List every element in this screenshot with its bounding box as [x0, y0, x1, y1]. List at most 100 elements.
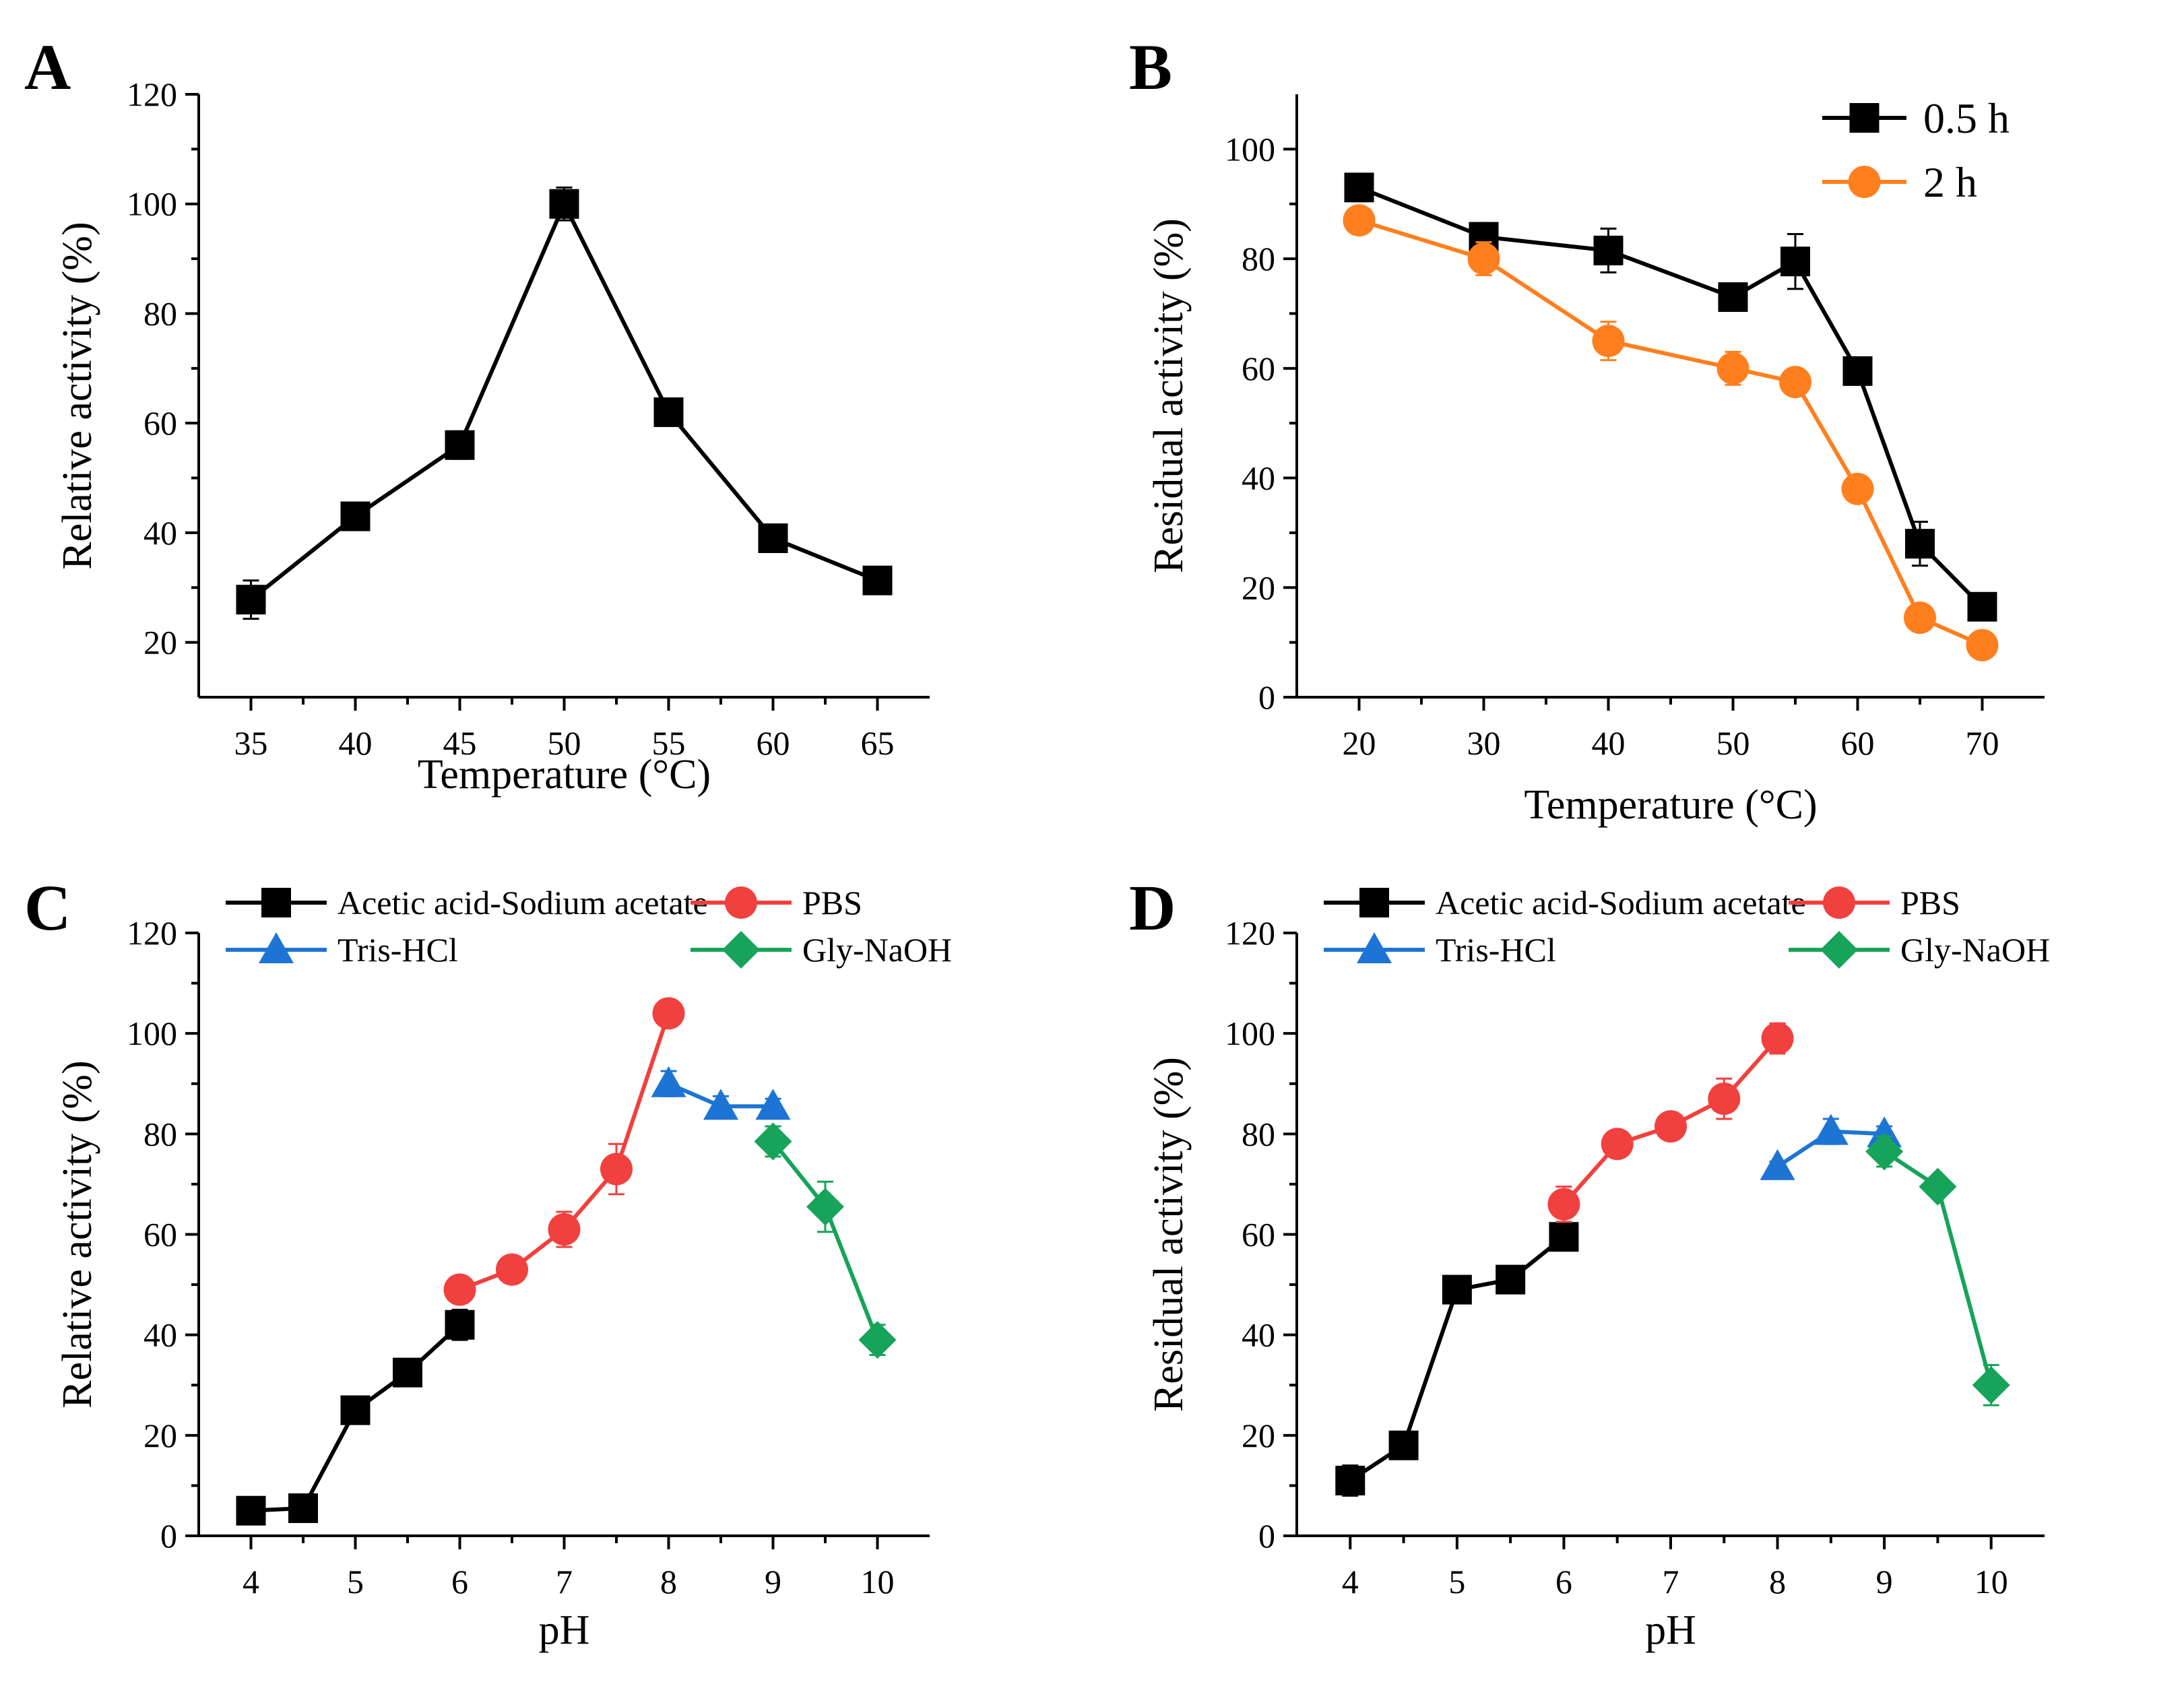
series-pbs-point [1708, 1082, 1741, 1115]
series-acetic-acid-sodium-acetate-point [1388, 1430, 1419, 1460]
series-pbs-point [1761, 1022, 1794, 1055]
series-gly-naoh-point [858, 1321, 897, 1359]
legend-marker [1357, 932, 1392, 963]
y-tick-label: 40 [1242, 1316, 1275, 1354]
series-acetic-acid-sodium-acetate-point [393, 1357, 422, 1388]
x-tick-label: 6 [1555, 1563, 1572, 1600]
series-2-h-point [1467, 242, 1500, 276]
x-tick-label: 4 [243, 1563, 259, 1600]
x-tick-label: 10 [1974, 1563, 2008, 1600]
y-axis-title: Relative activity (%) [55, 222, 100, 569]
panel-letter-b: B [1129, 31, 1172, 103]
y-tick-label: 40 [143, 514, 177, 552]
legend-label: Tris-HCl [338, 931, 458, 969]
legend-label: 2 h [1923, 158, 1977, 206]
series-pbs-point [548, 1213, 581, 1246]
y-tick-label: 60 [1242, 1216, 1275, 1254]
legend-marker [1848, 166, 1881, 198]
x-tick-label: 70 [1966, 724, 1999, 762]
series-acetic-acid-sodium-acetate-point [1442, 1274, 1472, 1305]
y-tick-label: 20 [143, 1417, 177, 1454]
series-2-h-point [1716, 352, 1749, 385]
y-tick-label: 100 [127, 185, 177, 223]
x-tick-label: 60 [757, 724, 790, 762]
series-2-h-point [1343, 204, 1376, 237]
series-tris-hcl-point [703, 1089, 738, 1120]
series-pbs-point [652, 997, 685, 1030]
series-2-h-point [1779, 366, 1811, 399]
x-tick-label: 55 [652, 724, 686, 762]
y-tick-label: 100 [1225, 130, 1275, 168]
series-0-5-h-point [1780, 247, 1810, 277]
series-tris-hcl-point [1867, 1116, 1902, 1148]
panel-letter-c: C [24, 872, 71, 944]
series-2-h-point [1592, 325, 1625, 358]
y-tick-label: 0 [160, 1517, 177, 1555]
x-tick-label: 9 [1876, 1563, 1893, 1600]
legend-marker [1849, 103, 1880, 133]
series-acetic-acid-sodium-acetate-point [1335, 1465, 1366, 1495]
series-tris-hcl-point [1813, 1113, 1849, 1145]
series-tris-hcl-point [755, 1089, 791, 1120]
y-tick-label: 80 [1242, 240, 1275, 278]
x-axis-title: Temperature (°C) [1524, 782, 1817, 828]
x-tick-label: 30 [1467, 724, 1501, 762]
series-0-point [862, 565, 893, 595]
y-tick-label: 20 [143, 624, 177, 661]
x-tick-label: 40 [1592, 724, 1626, 762]
y-tick-label: 100 [1225, 1014, 1275, 1052]
x-tick-label: 50 [1716, 724, 1750, 762]
legend-label: Acetic acid-Sodium acetate [338, 884, 708, 921]
x-tick-label: 8 [1769, 1563, 1786, 1600]
y-tick-label: 40 [1242, 459, 1275, 497]
y-tick-label: 0 [1258, 1517, 1275, 1555]
x-tick-label: 9 [765, 1563, 781, 1600]
x-tick-label: 20 [1343, 724, 1376, 762]
series-pbs-point [496, 1253, 528, 1286]
x-tick-label: 5 [347, 1563, 364, 1600]
x-tick-label: 6 [451, 1563, 468, 1600]
series-2-h-point [1841, 472, 1874, 505]
y-tick-label: 100 [127, 1014, 177, 1052]
series-0-point [653, 397, 684, 427]
series-gly-naoh-point [1972, 1366, 2010, 1404]
series-0-5-h-point [1842, 356, 1873, 386]
x-tick-label: 40 [339, 724, 373, 762]
y-axis-title: Relative activity (%) [55, 1060, 100, 1408]
x-axis-title: pH [539, 1607, 590, 1653]
y-tick-label: 60 [143, 404, 177, 442]
legend-label: Gly-NaOH [802, 931, 952, 969]
legend-label: PBS [802, 884, 862, 921]
series-0-point [758, 523, 788, 554]
series-tris-hcl-point [1760, 1149, 1795, 1180]
y-tick-label: 120 [1225, 914, 1275, 952]
series-0-point [340, 501, 371, 531]
x-tick-label: 4 [1342, 1563, 1359, 1600]
series-pbs-point [600, 1153, 633, 1186]
series-pbs-line [459, 1012, 671, 1292]
legend-marker [261, 888, 291, 917]
y-tick-label: 120 [127, 914, 177, 952]
legend-marker [259, 932, 294, 963]
y-tick-label: 120 [127, 75, 177, 113]
series-acetic-acid-sodium-acetate-line [1349, 1235, 1566, 1483]
legend-marker [1820, 931, 1858, 969]
series-gly-naoh-point [754, 1122, 792, 1161]
y-tick-label: 80 [1242, 1115, 1275, 1153]
panel-letter-a: A [24, 31, 71, 103]
x-tick-label: 35 [234, 724, 268, 762]
series-acetic-acid-sodium-acetate-point [445, 1309, 475, 1340]
series-acetic-acid-sodium-acetate-point [1496, 1264, 1526, 1295]
x-axis-title: pH [1645, 1607, 1696, 1653]
series-0-point [549, 189, 579, 219]
series-0-5-h-line [1358, 185, 1984, 608]
y-tick-label: 80 [143, 294, 177, 332]
series-acetic-acid-sodium-acetate-point [288, 1493, 318, 1523]
series-pbs-point [443, 1273, 476, 1306]
x-tick-label: 10 [861, 1563, 895, 1600]
x-tick-label: 60 [1841, 724, 1875, 762]
x-tick-label: 7 [1663, 1563, 1679, 1600]
series-0-5-h-point [1967, 591, 1997, 622]
